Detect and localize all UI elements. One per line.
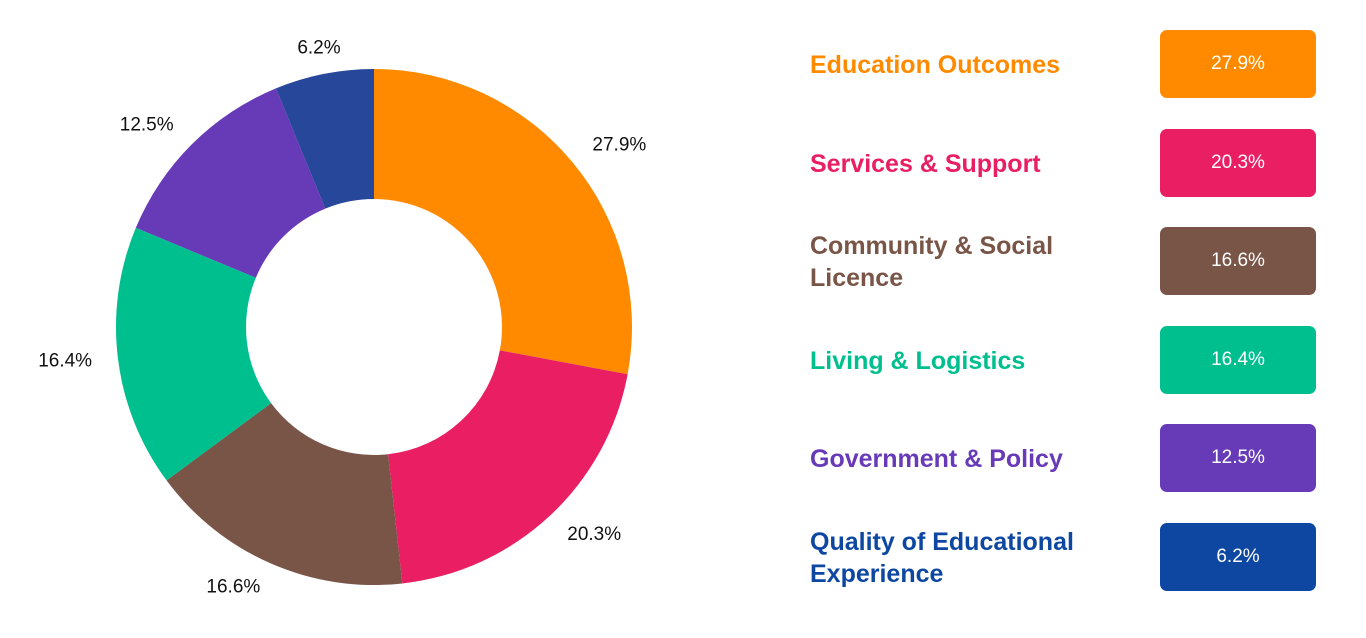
legend-value-badge: 6.2% [1160, 523, 1316, 591]
slice-label-government-and-policy: 12.5% [120, 115, 174, 136]
donut-svg: 27.9% 20.3% 16.6% 16.4% 12.5% 6.2% [38, 37, 646, 597]
donut-chart: 27.9% 20.3% 16.6% 16.4% 12.5% 6.2% [38, 37, 646, 597]
slice-government-and-policy[interactable] [135, 88, 326, 278]
slice-quality-of-educational-experience[interactable] [275, 69, 374, 209]
legend-value-badge: 20.3% [1160, 129, 1316, 197]
slice-label-services-and-support: 20.3% [567, 524, 621, 545]
slice-education-outcomes[interactable] [374, 69, 632, 375]
legend-item-government-and-policy[interactable]: Government & Policy 12.5% [810, 424, 1320, 494]
legend-label: Government & Policy [810, 445, 1063, 473]
legend-value-badge: 16.4% [1160, 326, 1316, 394]
slice-label-community-and-social-licence: 16.6% [206, 576, 260, 597]
legend-label: Community & Social Licence [810, 232, 1054, 292]
legend-item-education-outcomes[interactable]: Education Outcomes 27.9% [810, 30, 1320, 100]
legend-item-services-and-support[interactable]: Services & Support 20.3% [810, 129, 1320, 199]
legend-label: Education Outcomes [810, 51, 1061, 79]
slice-label-education-outcomes: 27.9% [592, 134, 646, 155]
legend-item-quality-of-educational-experience[interactable]: Quality of Educational Experience 6.2% [810, 523, 1320, 593]
legend-value-badge: 16.6% [1160, 227, 1316, 295]
legend-item-community-and-social-licence[interactable]: Community & Social Licence 16.6% [810, 227, 1320, 297]
legend-value-badge: 27.9% [1160, 30, 1316, 98]
slice-label-living-and-logistics: 16.4% [38, 350, 92, 371]
slice-living-and-logistics[interactable] [115, 227, 272, 481]
legend-label: Quality of Educational Experience [810, 528, 1074, 588]
slice-label-quality-of-educational-experience: 6.2% [297, 37, 340, 58]
legend-label: Services & Support [810, 150, 1041, 178]
slice-community-and-social-licence[interactable] [166, 403, 403, 585]
legend-value-badge: 12.5% [1160, 424, 1316, 492]
slice-services-and-support[interactable] [388, 350, 628, 584]
legend-item-living-and-logistics[interactable]: Living & Logistics 16.4% [810, 326, 1320, 396]
legend-label: Living & Logistics [810, 347, 1026, 375]
